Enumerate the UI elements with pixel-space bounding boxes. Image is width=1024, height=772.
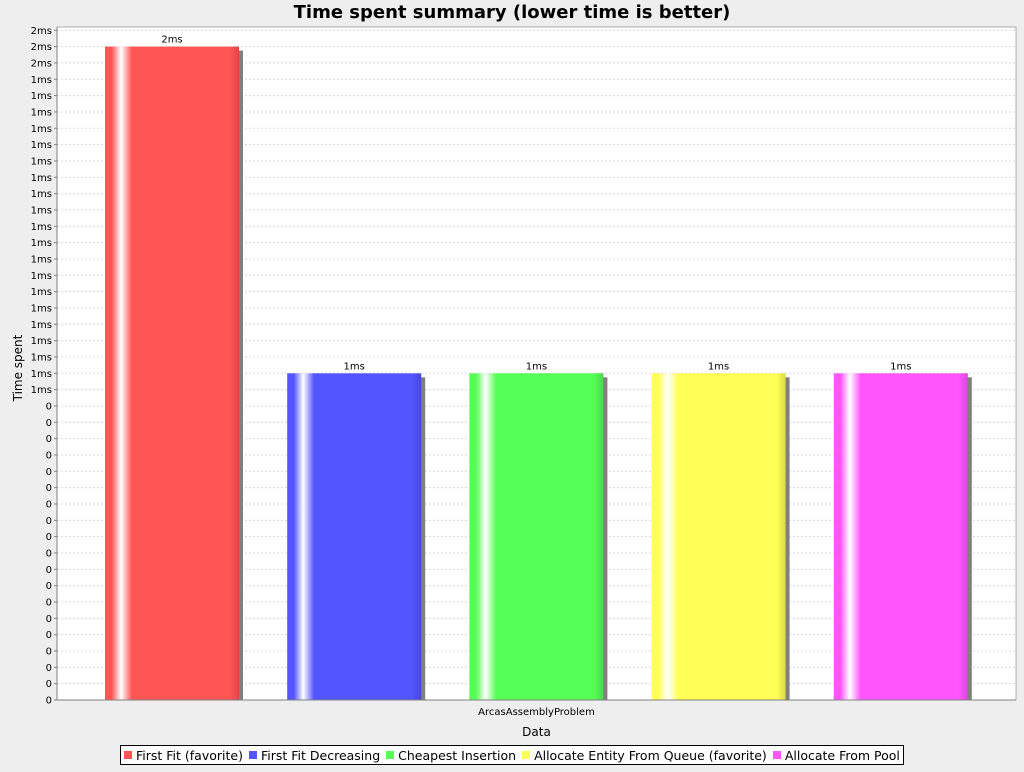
- y-tick-label: 1ms: [31, 189, 52, 200]
- legend-swatch: [386, 751, 395, 759]
- y-tick-label: 1ms: [31, 173, 52, 184]
- x-tick-label-arcas: ArcasAssemblyProblem: [478, 707, 595, 718]
- legend-swatch: [522, 751, 531, 759]
- y-axis-ticks: 0 0 0 0 0 0 0 0 0 0 0 0 0 0 0 0 0 0 0 1ms 1ms 1ms 1ms 1ms 1ms 1ms…: [31, 26, 57, 707]
- y-tick-label: 1ms: [31, 156, 52, 167]
- y-tick-label: 1ms: [31, 75, 52, 86]
- y-tick-label: 1ms: [31, 205, 52, 216]
- data-label: 1ms: [890, 361, 911, 372]
- y-tick-label: 0: [46, 581, 52, 592]
- data-label: 1ms: [708, 361, 729, 372]
- legend-item-allocate-from-pool: Allocate From Pool: [772, 747, 900, 763]
- legend: First Fit (favorite) First Fit Decreasin…: [120, 745, 904, 765]
- y-tick-label: 0: [46, 483, 52, 494]
- x-axis-label: Data: [522, 725, 551, 739]
- legend-label: Allocate From Pool: [784, 747, 900, 763]
- legend-label: Allocate Entity From Queue (favorite): [534, 747, 767, 763]
- y-tick-label: 2ms: [31, 58, 52, 69]
- y-tick-label: 0: [46, 548, 52, 559]
- y-tick-label: 2ms: [31, 26, 52, 37]
- y-tick-label: 1ms: [31, 320, 52, 331]
- y-tick-label: 1ms: [31, 222, 52, 233]
- y-tick-label: 1ms: [31, 271, 52, 282]
- bar-first-fit-decreasing: [287, 373, 422, 700]
- y-tick-label: 1ms: [31, 303, 52, 314]
- bars: [105, 46, 972, 701]
- y-tick-label: 0: [46, 467, 52, 478]
- y-tick-label: 1ms: [31, 107, 52, 118]
- y-tick-label: 0: [46, 499, 52, 510]
- y-tick-label: 0: [46, 434, 52, 445]
- bar-cheapest-insertion: [469, 373, 604, 700]
- y-tick-label: 1ms: [31, 287, 52, 298]
- y-tick-label: 1ms: [31, 91, 52, 102]
- legend-item-first-fit: First Fit (favorite): [124, 748, 243, 763]
- legend-item-first-fit-decreasing: First Fit Decreasing: [248, 747, 381, 763]
- legend-item-allocate-entity-from-queue: Allocate Entity From Queue (favorite): [522, 748, 767, 763]
- y-tick-label: 0: [46, 646, 52, 657]
- y-tick-label: 1ms: [31, 352, 52, 363]
- y-tick-label: 1ms: [31, 140, 52, 151]
- legend-label: First Fit Decreasing: [260, 747, 381, 763]
- y-tick-label: 0: [46, 418, 52, 429]
- y-tick-label: 0: [46, 565, 52, 576]
- data-label: 1ms: [344, 361, 365, 372]
- y-tick-label: 1ms: [31, 369, 52, 380]
- y-tick-label: 0: [46, 532, 52, 543]
- y-axis-label: Time spent: [11, 334, 25, 402]
- data-labels: 2ms 1ms 1ms 1ms 1ms: [161, 35, 911, 373]
- y-tick-label: 1ms: [31, 254, 52, 265]
- legend-item-cheapest-insertion: Cheapest Insertion: [386, 748, 516, 763]
- data-label: 1ms: [526, 361, 547, 372]
- legend-label: Cheapest Insertion: [398, 747, 517, 763]
- bar-allocate-entity-from-queue-favorite: [651, 373, 786, 700]
- legend-swatch: [772, 751, 781, 759]
- y-tick-label: 0: [46, 450, 52, 461]
- y-tick-label: 0: [46, 630, 52, 641]
- y-tick-label: 1ms: [31, 336, 52, 347]
- legend-swatch: [124, 751, 132, 759]
- y-tick-label: 0: [46, 401, 52, 412]
- y-tick-label: 0: [46, 614, 52, 625]
- data-label: 2ms: [161, 35, 182, 46]
- bar-first-fit-favorite: [105, 46, 239, 701]
- y-tick-label: 0: [46, 679, 52, 690]
- chart-title: Time spent summary (lower time is better…: [294, 2, 731, 23]
- plot-border: [56, 26, 1017, 701]
- y-tick-label: 1ms: [31, 124, 52, 135]
- bar-allocate-from-pool: [833, 373, 968, 700]
- y-tick-label: 2ms: [31, 42, 52, 53]
- legend-label: First Fit (favorite): [136, 747, 243, 763]
- y-tick-label: 1ms: [31, 385, 52, 396]
- y-tick-label: 0: [46, 696, 52, 707]
- y-tick-label: 1ms: [31, 238, 52, 249]
- y-tick-label: 0: [46, 663, 52, 674]
- y-tick-label: 0: [46, 516, 52, 527]
- y-tick-label: 0: [46, 597, 52, 608]
- legend-swatch: [248, 751, 257, 759]
